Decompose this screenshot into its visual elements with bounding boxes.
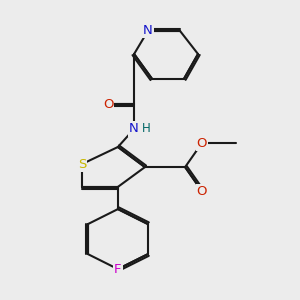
Text: O: O [197, 184, 207, 198]
Text: H: H [142, 122, 151, 136]
Text: O: O [197, 136, 207, 150]
Text: N: N [143, 24, 153, 38]
Text: F: F [114, 262, 122, 276]
Text: S: S [78, 158, 86, 171]
Text: O: O [103, 98, 113, 111]
Text: N: N [129, 122, 139, 136]
